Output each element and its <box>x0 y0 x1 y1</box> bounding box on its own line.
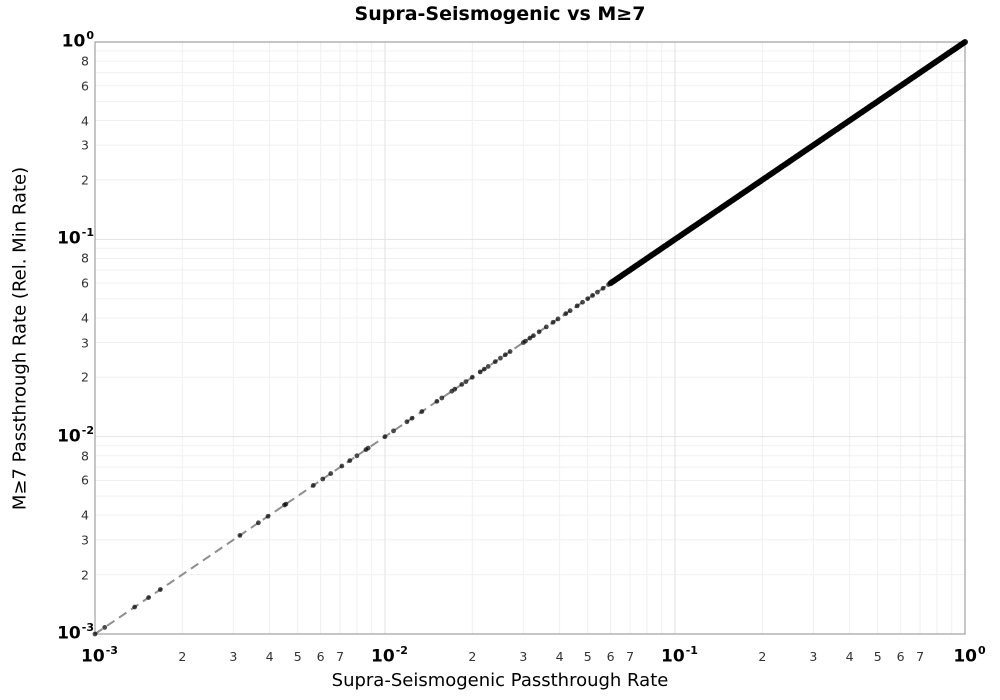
data-point <box>132 604 138 610</box>
data-point <box>502 352 508 358</box>
x-axis-title: Supra-Seismogenic Passthrough Rate <box>331 670 669 691</box>
data-point <box>434 398 440 404</box>
data-point <box>536 329 542 335</box>
data-point <box>439 395 445 401</box>
data-point <box>419 409 425 414</box>
data-point <box>391 428 396 434</box>
data-point <box>102 625 108 630</box>
data-point <box>477 369 483 375</box>
data-point <box>574 303 580 309</box>
data-point <box>283 501 289 507</box>
data-point <box>452 386 458 392</box>
data-point <box>550 319 556 325</box>
data-point <box>409 415 415 421</box>
data-point <box>498 355 503 361</box>
data-point <box>555 316 561 322</box>
data-point <box>339 463 345 469</box>
data-point <box>404 419 410 425</box>
data-point <box>531 333 536 339</box>
data-point <box>527 335 533 341</box>
data-point <box>543 324 549 330</box>
data-point <box>507 349 513 354</box>
data-point <box>594 289 600 295</box>
data-point <box>347 458 353 464</box>
data-point <box>320 476 326 482</box>
data-point <box>962 39 968 45</box>
data-point <box>354 453 360 459</box>
data-point <box>459 382 465 387</box>
data-point <box>492 359 498 365</box>
data-point <box>485 364 491 369</box>
data-point <box>600 285 606 291</box>
data-point <box>157 587 163 592</box>
chart-title: Supra-Seismogenic vs M≥7 <box>354 3 646 25</box>
data-point <box>365 445 371 451</box>
data-point <box>328 471 334 476</box>
data-point <box>523 338 528 344</box>
data-point <box>590 292 596 298</box>
data-point <box>92 631 98 637</box>
y-axis-title: M≥7 Passthrough Rate (Rel. Min Rate) <box>9 166 31 511</box>
data-point <box>580 299 585 305</box>
data-point <box>146 595 151 600</box>
data-point <box>567 308 573 314</box>
data-point <box>382 434 388 440</box>
data-point <box>469 374 475 380</box>
data-point <box>481 366 487 372</box>
plot-frame <box>94 41 966 635</box>
data-point <box>237 532 243 538</box>
data-point <box>463 379 469 385</box>
data-point <box>310 483 316 488</box>
data-point <box>256 520 261 526</box>
data-point <box>585 296 591 302</box>
data-point <box>265 513 271 519</box>
data-point <box>563 311 569 317</box>
